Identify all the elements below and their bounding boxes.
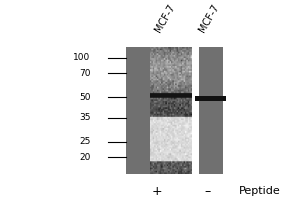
Text: MCF-7: MCF-7: [153, 2, 177, 34]
Text: 20: 20: [79, 153, 91, 162]
Bar: [199, 47, 223, 174]
Bar: [126, 47, 150, 174]
Text: MCF-7: MCF-7: [197, 2, 221, 34]
Text: 50: 50: [79, 93, 91, 102]
Text: +: +: [152, 185, 163, 198]
Text: 100: 100: [73, 53, 91, 62]
Text: 25: 25: [79, 137, 91, 146]
Text: –: –: [205, 185, 211, 198]
Bar: [195, 96, 226, 101]
Text: 70: 70: [79, 69, 91, 78]
Text: 35: 35: [79, 113, 91, 122]
Text: Peptide: Peptide: [239, 186, 281, 196]
